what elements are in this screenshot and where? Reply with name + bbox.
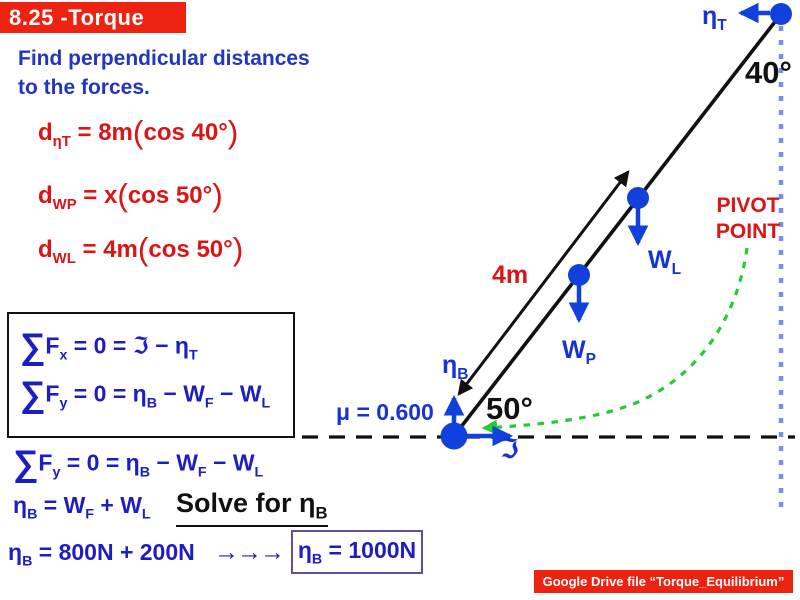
slide-title-banner: 8.25 -Torque (0, 2, 186, 33)
joint-dot-base (440, 422, 468, 450)
distance-eq-WP: dWP = x(cos 50°) (38, 177, 223, 213)
footer-label: Google Drive file “Torque_Equilibrium” (542, 574, 785, 589)
pivot-point-label: PIVOT POINT (706, 193, 790, 245)
measurement-arrow-4m (457, 170, 630, 396)
implies-arrows: →→→ (214, 538, 285, 566)
distance-eq-etaT: dηT = 8m(cos 40°) (38, 114, 239, 150)
footer-banner: Google Drive file “Torque_Equilibrium” (534, 570, 793, 593)
mu-label: μ = 0.600 (336, 399, 434, 425)
solve-for-label: Solve for ηB (176, 488, 328, 527)
length-4m-label: 4m (492, 261, 529, 289)
joint-dot-ladder-weight (627, 187, 649, 209)
sum-fy-equation: ∑Fy = 0 = ηB − WF − WL (20, 374, 271, 414)
pivot-line1: PIVOT (716, 194, 780, 217)
intro-line1: Find perpendicular distances (18, 47, 310, 70)
angle-bottom-label: 50° (486, 391, 533, 426)
eta-B-equation: ηB = WF + WL (13, 492, 151, 523)
result-box: ηB = 1000N (291, 530, 423, 574)
eta-B-label: ηB (442, 351, 469, 383)
intro-line2: to the forces. (18, 76, 150, 99)
joint-dot-top (770, 3, 792, 25)
result-equation: ηB = 1000N (297, 536, 417, 568)
pivot-curve-arrow (481, 247, 749, 435)
final-sum-equation: ηB = 800N + 200N (8, 539, 195, 570)
joint-dot-person (568, 264, 590, 286)
sum-fy-repeat-equation: ∑Fy = 0 = ηB − WF − WL (13, 443, 264, 483)
friction-label: ℑ (500, 434, 519, 464)
eta-T-label: ηT (702, 2, 727, 34)
pivot-line2: POINT (715, 220, 781, 243)
slide-title: 8.25 -Torque (9, 4, 145, 30)
W-P-label: WP (562, 336, 596, 368)
force-sum-box (7, 312, 295, 438)
W-L-label: WL (648, 246, 682, 278)
intro-text: Find perpendicular distances to the forc… (18, 44, 310, 102)
distance-eq-WL: dWL = 4m(cos 50°) (38, 231, 244, 267)
angle-top-label: 40° (745, 55, 792, 90)
sum-fx-equation: ∑Fx = 0 = ℑ − ηT (20, 326, 198, 366)
